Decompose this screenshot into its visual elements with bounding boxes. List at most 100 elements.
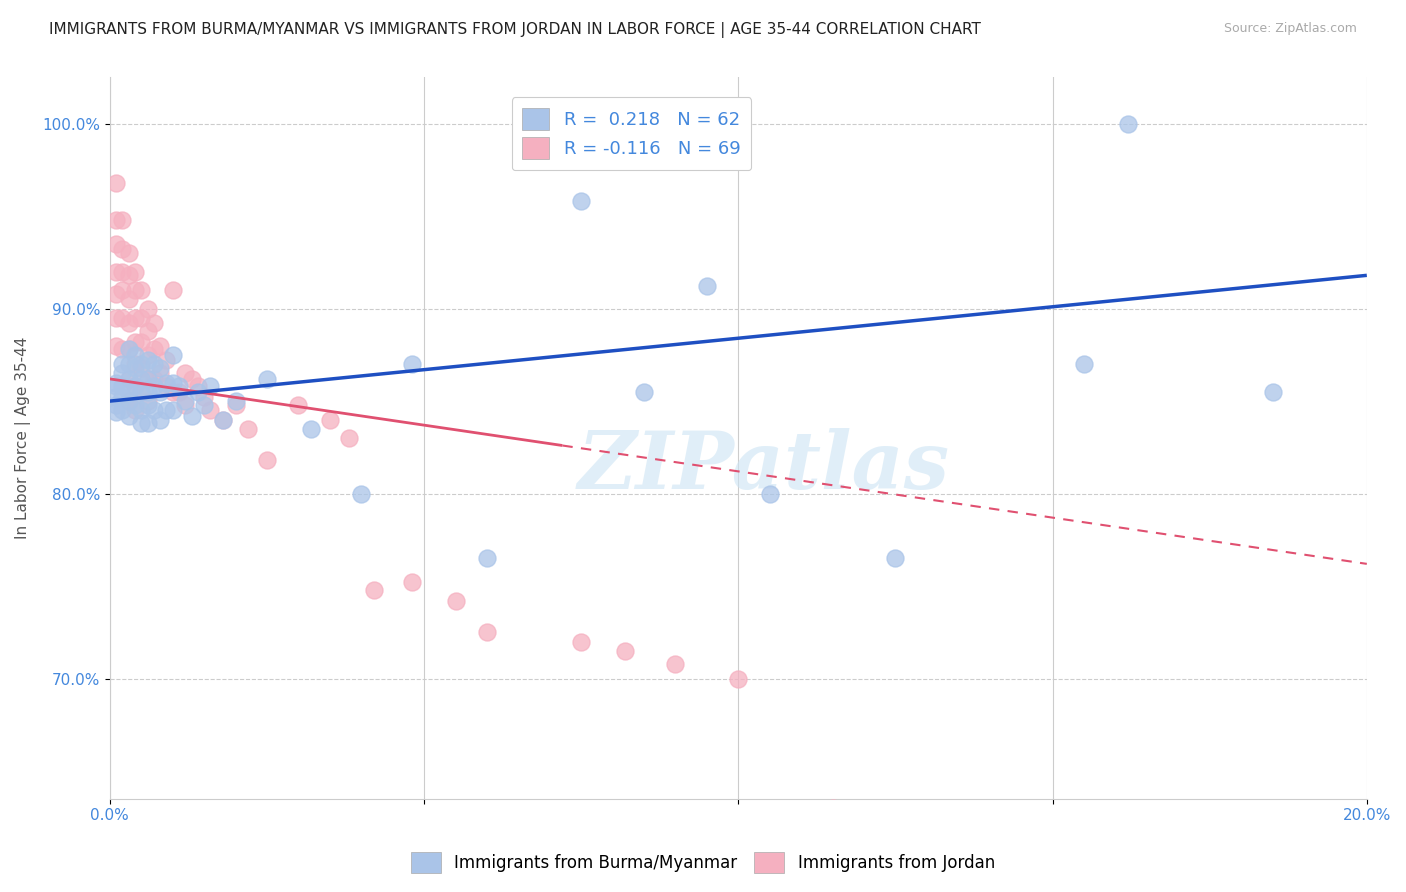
- Point: [821, 801, 844, 815]
- Point: [111, 357, 134, 371]
- Point: [129, 334, 152, 349]
- Point: [149, 367, 172, 381]
- Point: [162, 348, 184, 362]
- Point: [337, 431, 360, 445]
- Point: [212, 412, 235, 426]
- Point: [155, 376, 177, 390]
- Point: [124, 403, 146, 417]
- Legend: R =  0.218   N = 62, R = -0.116   N = 69: R = 0.218 N = 62, R = -0.116 N = 69: [512, 97, 751, 170]
- Point: [162, 283, 184, 297]
- Point: [129, 417, 152, 431]
- Point: [136, 353, 159, 368]
- Point: [884, 551, 907, 566]
- Point: [129, 403, 152, 417]
- Point: [124, 348, 146, 362]
- Point: [129, 384, 152, 399]
- Point: [1073, 357, 1095, 371]
- Point: [401, 357, 423, 371]
- Text: IMMIGRANTS FROM BURMA/MYANMAR VS IMMIGRANTS FROM JORDAN IN LABOR FORCE | AGE 35-: IMMIGRANTS FROM BURMA/MYANMAR VS IMMIGRA…: [49, 22, 981, 38]
- Point: [105, 212, 128, 227]
- Point: [162, 384, 184, 399]
- Point: [696, 279, 718, 293]
- Point: [124, 379, 146, 393]
- Point: [118, 357, 141, 371]
- Point: [614, 644, 637, 658]
- Point: [444, 594, 467, 608]
- Text: ZIPatlas: ZIPatlas: [578, 428, 949, 506]
- Point: [319, 412, 342, 426]
- Point: [105, 236, 128, 251]
- Point: [105, 379, 128, 393]
- Point: [633, 384, 655, 399]
- Point: [129, 360, 152, 375]
- Point: [129, 372, 152, 386]
- Point: [136, 301, 159, 316]
- Point: [136, 398, 159, 412]
- Point: [363, 582, 385, 597]
- Point: [475, 551, 498, 566]
- Point: [155, 353, 177, 368]
- Point: [225, 398, 247, 412]
- Point: [118, 394, 141, 409]
- Point: [105, 310, 128, 325]
- Point: [111, 367, 134, 381]
- Point: [105, 405, 128, 419]
- Point: [124, 357, 146, 371]
- Point: [142, 343, 165, 357]
- Point: [118, 317, 141, 331]
- Point: [118, 246, 141, 260]
- Point: [105, 376, 128, 390]
- Point: [118, 293, 141, 307]
- Point: [200, 403, 222, 417]
- Point: [162, 403, 184, 417]
- Point: [174, 398, 197, 412]
- Point: [129, 283, 152, 297]
- Point: [105, 391, 128, 405]
- Point: [111, 310, 134, 325]
- Point: [225, 394, 247, 409]
- Point: [193, 391, 215, 405]
- Point: [124, 398, 146, 412]
- Point: [111, 212, 134, 227]
- Point: [105, 338, 128, 352]
- Point: [167, 379, 190, 393]
- Point: [256, 372, 278, 386]
- Point: [118, 372, 141, 386]
- Point: [401, 575, 423, 590]
- Point: [180, 372, 202, 386]
- Point: [142, 317, 165, 331]
- Point: [118, 409, 141, 423]
- Point: [124, 360, 146, 375]
- Point: [149, 384, 172, 399]
- Point: [142, 372, 165, 386]
- Point: [569, 634, 592, 648]
- Point: [136, 372, 159, 386]
- Point: [1116, 117, 1139, 131]
- Point: [149, 360, 172, 375]
- Point: [111, 243, 134, 257]
- Point: [111, 343, 134, 357]
- Point: [136, 384, 159, 399]
- Point: [155, 379, 177, 393]
- Point: [142, 357, 165, 371]
- Point: [118, 372, 141, 386]
- Point: [105, 398, 128, 412]
- Point: [111, 283, 134, 297]
- Point: [105, 176, 128, 190]
- Point: [105, 265, 128, 279]
- Point: [136, 394, 159, 409]
- Point: [149, 412, 172, 426]
- Point: [129, 310, 152, 325]
- Text: Source: ZipAtlas.com: Source: ZipAtlas.com: [1223, 22, 1357, 36]
- Point: [193, 398, 215, 412]
- Point: [142, 403, 165, 417]
- Point: [200, 379, 222, 393]
- Point: [111, 265, 134, 279]
- Point: [118, 343, 141, 357]
- Point: [299, 422, 322, 436]
- Point: [174, 394, 197, 409]
- Point: [475, 625, 498, 640]
- Point: [236, 422, 259, 436]
- Point: [118, 394, 141, 409]
- Point: [350, 486, 373, 500]
